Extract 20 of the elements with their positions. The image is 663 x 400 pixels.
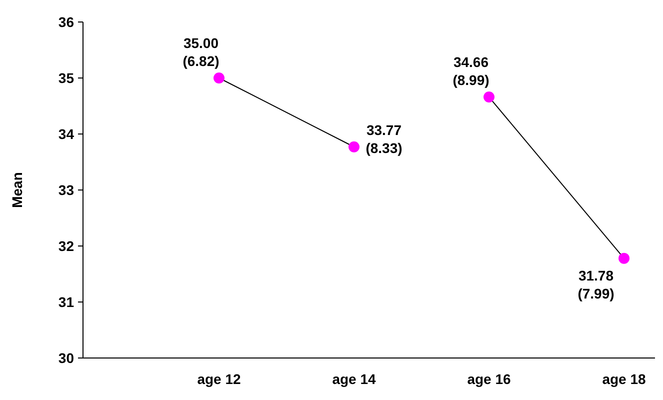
y-tick-label: 36 xyxy=(58,14,74,30)
point xyxy=(484,92,494,103)
data-label: 34.66 (8.99) xyxy=(452,54,490,88)
point xyxy=(214,72,224,84)
x-tick-label: age 18 xyxy=(602,371,646,387)
data-label: 31.78 (7.99) xyxy=(578,267,614,302)
point xyxy=(348,141,360,152)
x-tick-label: age 12 xyxy=(197,371,242,387)
point xyxy=(618,252,630,264)
x-tick-label: age 16 xyxy=(467,371,512,387)
data-label: 33.77 (8.33) xyxy=(366,122,402,156)
data-label: 35.00 (6.82) xyxy=(182,35,220,69)
y-tick-label: 30 xyxy=(58,350,74,366)
y-tick-label: 35 xyxy=(58,70,74,86)
y-axis-title: Mean xyxy=(9,172,25,208)
y-tick-label: 34 xyxy=(58,126,74,142)
y-tick-label: 32 xyxy=(58,238,74,254)
x-tick-label: age 14 xyxy=(332,371,376,387)
y-tick-label: 33 xyxy=(58,182,74,198)
y-tick-label: 31 xyxy=(58,294,74,310)
